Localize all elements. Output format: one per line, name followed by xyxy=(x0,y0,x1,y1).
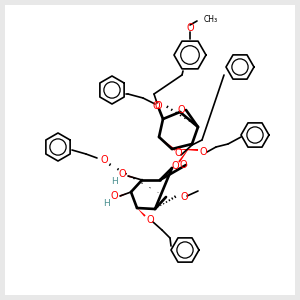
Text: O: O xyxy=(100,155,108,165)
Polygon shape xyxy=(178,144,192,163)
Text: O: O xyxy=(110,191,118,201)
Text: O: O xyxy=(171,161,179,171)
Text: O: O xyxy=(146,215,154,225)
Text: O: O xyxy=(177,105,185,115)
Text: H: H xyxy=(112,176,118,185)
Text: H: H xyxy=(103,200,110,208)
Text: O: O xyxy=(174,148,182,158)
Polygon shape xyxy=(137,208,146,217)
Text: O: O xyxy=(180,192,188,202)
Polygon shape xyxy=(128,175,142,180)
Text: O: O xyxy=(179,160,187,170)
Text: CH₃: CH₃ xyxy=(204,14,218,23)
Text: O: O xyxy=(152,101,160,111)
Text: O: O xyxy=(186,23,194,33)
Text: O: O xyxy=(154,101,162,111)
Polygon shape xyxy=(120,192,131,197)
Polygon shape xyxy=(172,149,198,151)
Text: O: O xyxy=(199,147,207,157)
Polygon shape xyxy=(159,137,175,151)
Text: O: O xyxy=(118,169,126,179)
